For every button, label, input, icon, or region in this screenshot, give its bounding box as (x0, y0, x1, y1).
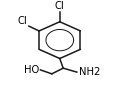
Text: Cl: Cl (18, 16, 27, 26)
Text: HO: HO (23, 65, 38, 75)
Text: Cl: Cl (54, 1, 64, 11)
Text: NH2: NH2 (78, 67, 99, 77)
